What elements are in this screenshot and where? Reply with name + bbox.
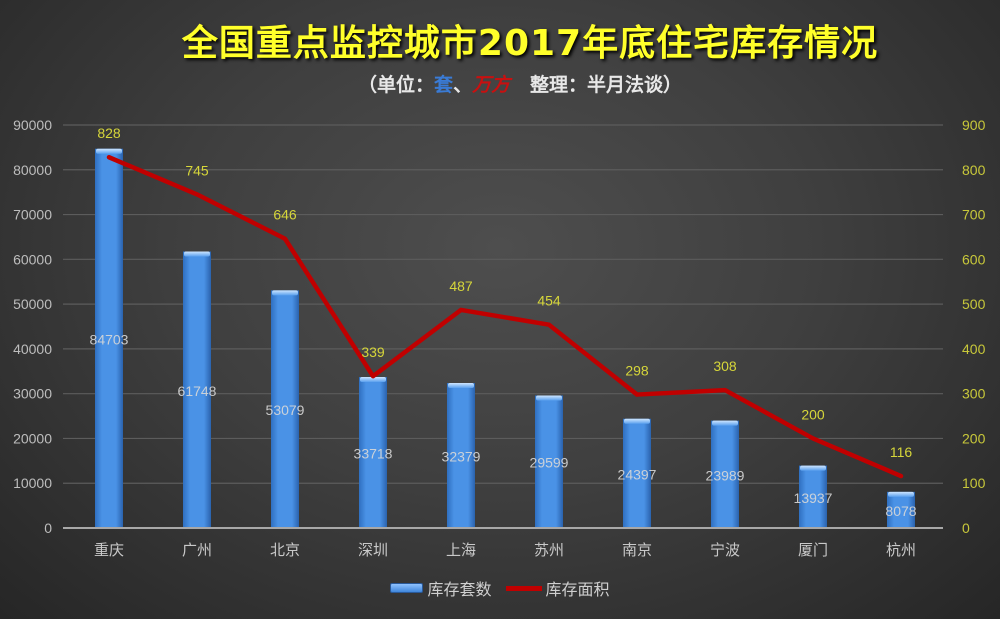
left-tick-label: 60000 [13, 251, 52, 267]
bar-value-label: 84703 [90, 331, 129, 347]
legend-item-line[interactable]: 库存面积 [505, 576, 610, 600]
bar-cap [624, 418, 650, 424]
category-label: 杭州 [886, 541, 916, 559]
line-value-label: 308 [713, 358, 737, 374]
bar-value-label: 8078 [885, 503, 916, 519]
bar-swatch-icon [390, 583, 424, 593]
category-label: 广州 [182, 541, 212, 559]
left-tick-label: 80000 [13, 162, 52, 178]
bar-value-label: 23989 [706, 467, 745, 483]
unit-area: 万方 [472, 74, 511, 96]
right-tick-label: 600 [962, 251, 986, 267]
bar-series [95, 148, 915, 529]
subtitle-prefix: （单位： [358, 74, 435, 96]
right-tick-label: 800 [962, 162, 986, 178]
bar-value-label: 13937 [794, 490, 833, 506]
category-label: 深圳 [358, 541, 388, 559]
line-value-label: 116 [890, 444, 913, 460]
legend-item-bar[interactable]: 库存套数 [390, 576, 492, 600]
unit-sets: 套 [434, 74, 454, 96]
left-axis: 0 10000 20000 30000 40000 50000 60000 70000 8000… [13, 117, 52, 536]
left-tick-label: 90000 [13, 117, 52, 133]
bar-cap [536, 395, 562, 401]
left-tick-label: 30000 [13, 386, 52, 402]
line-value-label: 745 [185, 162, 209, 178]
line-value-label: 487 [449, 278, 473, 294]
bar-cap [184, 251, 210, 257]
legend-bar-label: 库存套数 [427, 580, 492, 599]
category-label: 宁波 [710, 541, 740, 559]
bar-value-label: 29599 [530, 455, 569, 471]
category-label: 重庆 [94, 541, 124, 559]
bar[interactable] [95, 148, 123, 528]
bar[interactable] [447, 383, 475, 528]
right-tick-label: 700 [962, 207, 986, 223]
bar-cap [800, 465, 826, 471]
right-tick-label: 200 [962, 430, 986, 446]
bar-cap [712, 420, 738, 426]
line-value-label: 828 [97, 125, 121, 141]
bar-cap [888, 491, 914, 497]
bar-cap [448, 383, 474, 389]
right-tick-label: 900 [962, 117, 986, 133]
bar[interactable] [359, 377, 387, 528]
category-label: 厦门 [798, 541, 828, 559]
bar-value-label: 32379 [442, 449, 481, 465]
left-tick-label: 20000 [13, 430, 52, 446]
bar[interactable] [711, 420, 739, 528]
bar[interactable] [887, 491, 915, 528]
bar[interactable] [535, 395, 563, 528]
line-value-label: 339 [361, 344, 385, 360]
line-path[interactable] [106, 154, 904, 479]
line-swatch-icon [505, 585, 542, 591]
line-series [106, 154, 904, 479]
left-tick-label: 50000 [13, 296, 52, 312]
bar[interactable] [623, 418, 651, 528]
left-tick-label: 70000 [13, 207, 52, 223]
right-tick-label: 300 [962, 386, 986, 402]
bar[interactable] [183, 251, 211, 529]
line-value-label: 298 [625, 363, 649, 379]
category-label: 苏州 [534, 541, 564, 559]
left-tick-label: 0 [44, 520, 52, 536]
chart-title: 全国重点监控城市2017年底住宅库存情况 [181, 23, 879, 64]
right-tick-label: 0 [962, 520, 970, 536]
x-axis: 重庆 广州 北京 深圳 上海 苏州 南京 宁波 厦门 杭州 [94, 541, 916, 559]
data-labels: 84703 61748 53079 33718 32379 29599 24397 23989… [90, 125, 917, 519]
subtitle-separator: 、 [453, 74, 473, 96]
bar-value-label: 53079 [266, 402, 305, 418]
bar-cap [96, 148, 122, 154]
bar-value-label: 61748 [178, 383, 217, 399]
bar[interactable] [799, 465, 827, 528]
chart-subtitle: （单位：套、万方 整理：半月法谈） [0, 70, 1000, 97]
line-value-label: 200 [801, 406, 825, 422]
left-tick-label: 40000 [13, 341, 52, 357]
category-label: 北京 [270, 541, 300, 559]
right-axis: 0 100 200 300 400 500 600 700 800 900 [962, 117, 986, 536]
left-tick-label: 10000 [13, 475, 52, 491]
bar-value-label: 33718 [354, 446, 393, 462]
right-tick-label: 100 [962, 475, 986, 491]
right-tick-label: 400 [962, 341, 986, 357]
line-value-label: 646 [273, 207, 297, 223]
bar[interactable] [271, 290, 299, 528]
bar-value-label: 24397 [618, 466, 657, 482]
subtitle-suffix: 整理：半月法谈） [510, 74, 682, 96]
line-value-label: 454 [537, 293, 561, 309]
category-label: 南京 [622, 541, 652, 559]
bar-cap [360, 377, 386, 383]
right-tick-label: 500 [962, 296, 986, 312]
category-label: 上海 [446, 541, 476, 559]
legend: 库存套数 库存面积 [0, 576, 1000, 600]
legend-line-label: 库存面积 [545, 580, 610, 599]
bar-cap [272, 290, 298, 296]
